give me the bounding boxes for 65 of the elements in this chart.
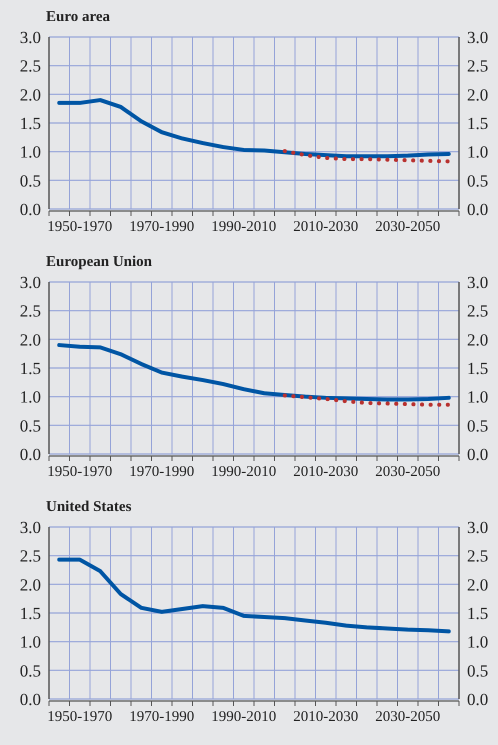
x-tick-label: 2010-2030 [293,219,358,235]
y2-tick-label: 2.5 [467,56,488,76]
x-tick-label: 2030-2050 [375,709,440,725]
line-series [282,149,451,164]
y-tick-label: 2.5 [20,546,41,566]
y-tick-label: 2.0 [20,575,41,594]
x-tick-label: 2030-2050 [375,219,440,235]
x-tick-label: 1970-1990 [129,709,194,725]
y2-tick-label: 1.5 [467,114,488,133]
y-tick-label: 2.5 [20,302,41,321]
x-tick-label: 1970-1990 [129,464,194,480]
y-tick-label: 2.0 [20,85,41,104]
line-series [282,394,451,407]
x-tick-label: 1990-2010 [211,464,276,480]
x-tick-label: 1990-2010 [211,219,276,235]
y2-tick-label: 1.5 [467,358,488,378]
y-tick-label: 0.0 [20,690,41,709]
y-tick-label: 3.0 [20,28,41,47]
y-tick-label: 1.5 [20,114,41,133]
y-tick-label: 0.5 [20,416,41,436]
y2-tick-label: 0.5 [467,661,488,680]
y2-tick-label: 0.5 [467,416,488,436]
y2-tick-label: 1.0 [467,142,488,162]
y2-tick-label: 2.5 [467,302,488,321]
chart-title: Euro area [46,9,111,25]
y-tick-label: 0.5 [20,171,41,190]
y2-tick-label: 0.0 [467,690,488,709]
x-tick-label: 2030-2050 [375,464,440,480]
y2-tick-label: 1.0 [467,632,488,652]
y-tick-label: 3.0 [20,272,41,292]
y2-tick-label: 2.0 [467,330,488,350]
y-tick-label: 1.0 [20,388,41,407]
y2-tick-label: 1.5 [467,604,488,623]
x-tick-label: 1990-2010 [211,709,276,725]
y-tick-label: 0.0 [20,444,41,464]
y-tick-label: 0.0 [20,200,41,219]
x-tick-label: 2010-2030 [293,709,358,725]
x-tick-label: 1950-1970 [47,709,112,725]
y2-tick-label: 3.0 [467,272,488,292]
y-tick-label: 1.5 [20,358,41,378]
chart-title: European Union [46,254,153,270]
y-tick-label: 0.5 [20,661,41,680]
y-tick-label: 3.0 [20,518,41,537]
y2-tick-label: 1.0 [467,388,488,407]
y2-tick-label: 3.0 [467,28,488,47]
y-tick-label: 1.0 [20,142,41,162]
y2-tick-label: 0.0 [467,444,488,464]
y2-tick-label: 2.0 [467,575,488,594]
x-tick-label: 2010-2030 [293,464,358,480]
chart-title: United States [46,499,132,515]
y-tick-label: 1.0 [20,632,41,652]
line-series [57,558,451,634]
line-series [57,343,451,402]
y2-tick-label: 0.0 [467,200,488,219]
y-tick-label: 2.5 [20,56,41,76]
y2-tick-label: 3.0 [467,518,488,537]
x-tick-label: 1970-1990 [129,219,194,235]
x-tick-label: 1950-1970 [47,464,112,480]
y-tick-label: 2.0 [20,330,41,350]
x-tick-label: 1950-1970 [47,219,112,235]
line-series [57,98,451,158]
y2-tick-label: 0.5 [467,171,488,190]
y2-tick-label: 2.5 [467,546,488,566]
y2-tick-label: 2.0 [467,85,488,104]
y-tick-label: 1.5 [20,604,41,623]
